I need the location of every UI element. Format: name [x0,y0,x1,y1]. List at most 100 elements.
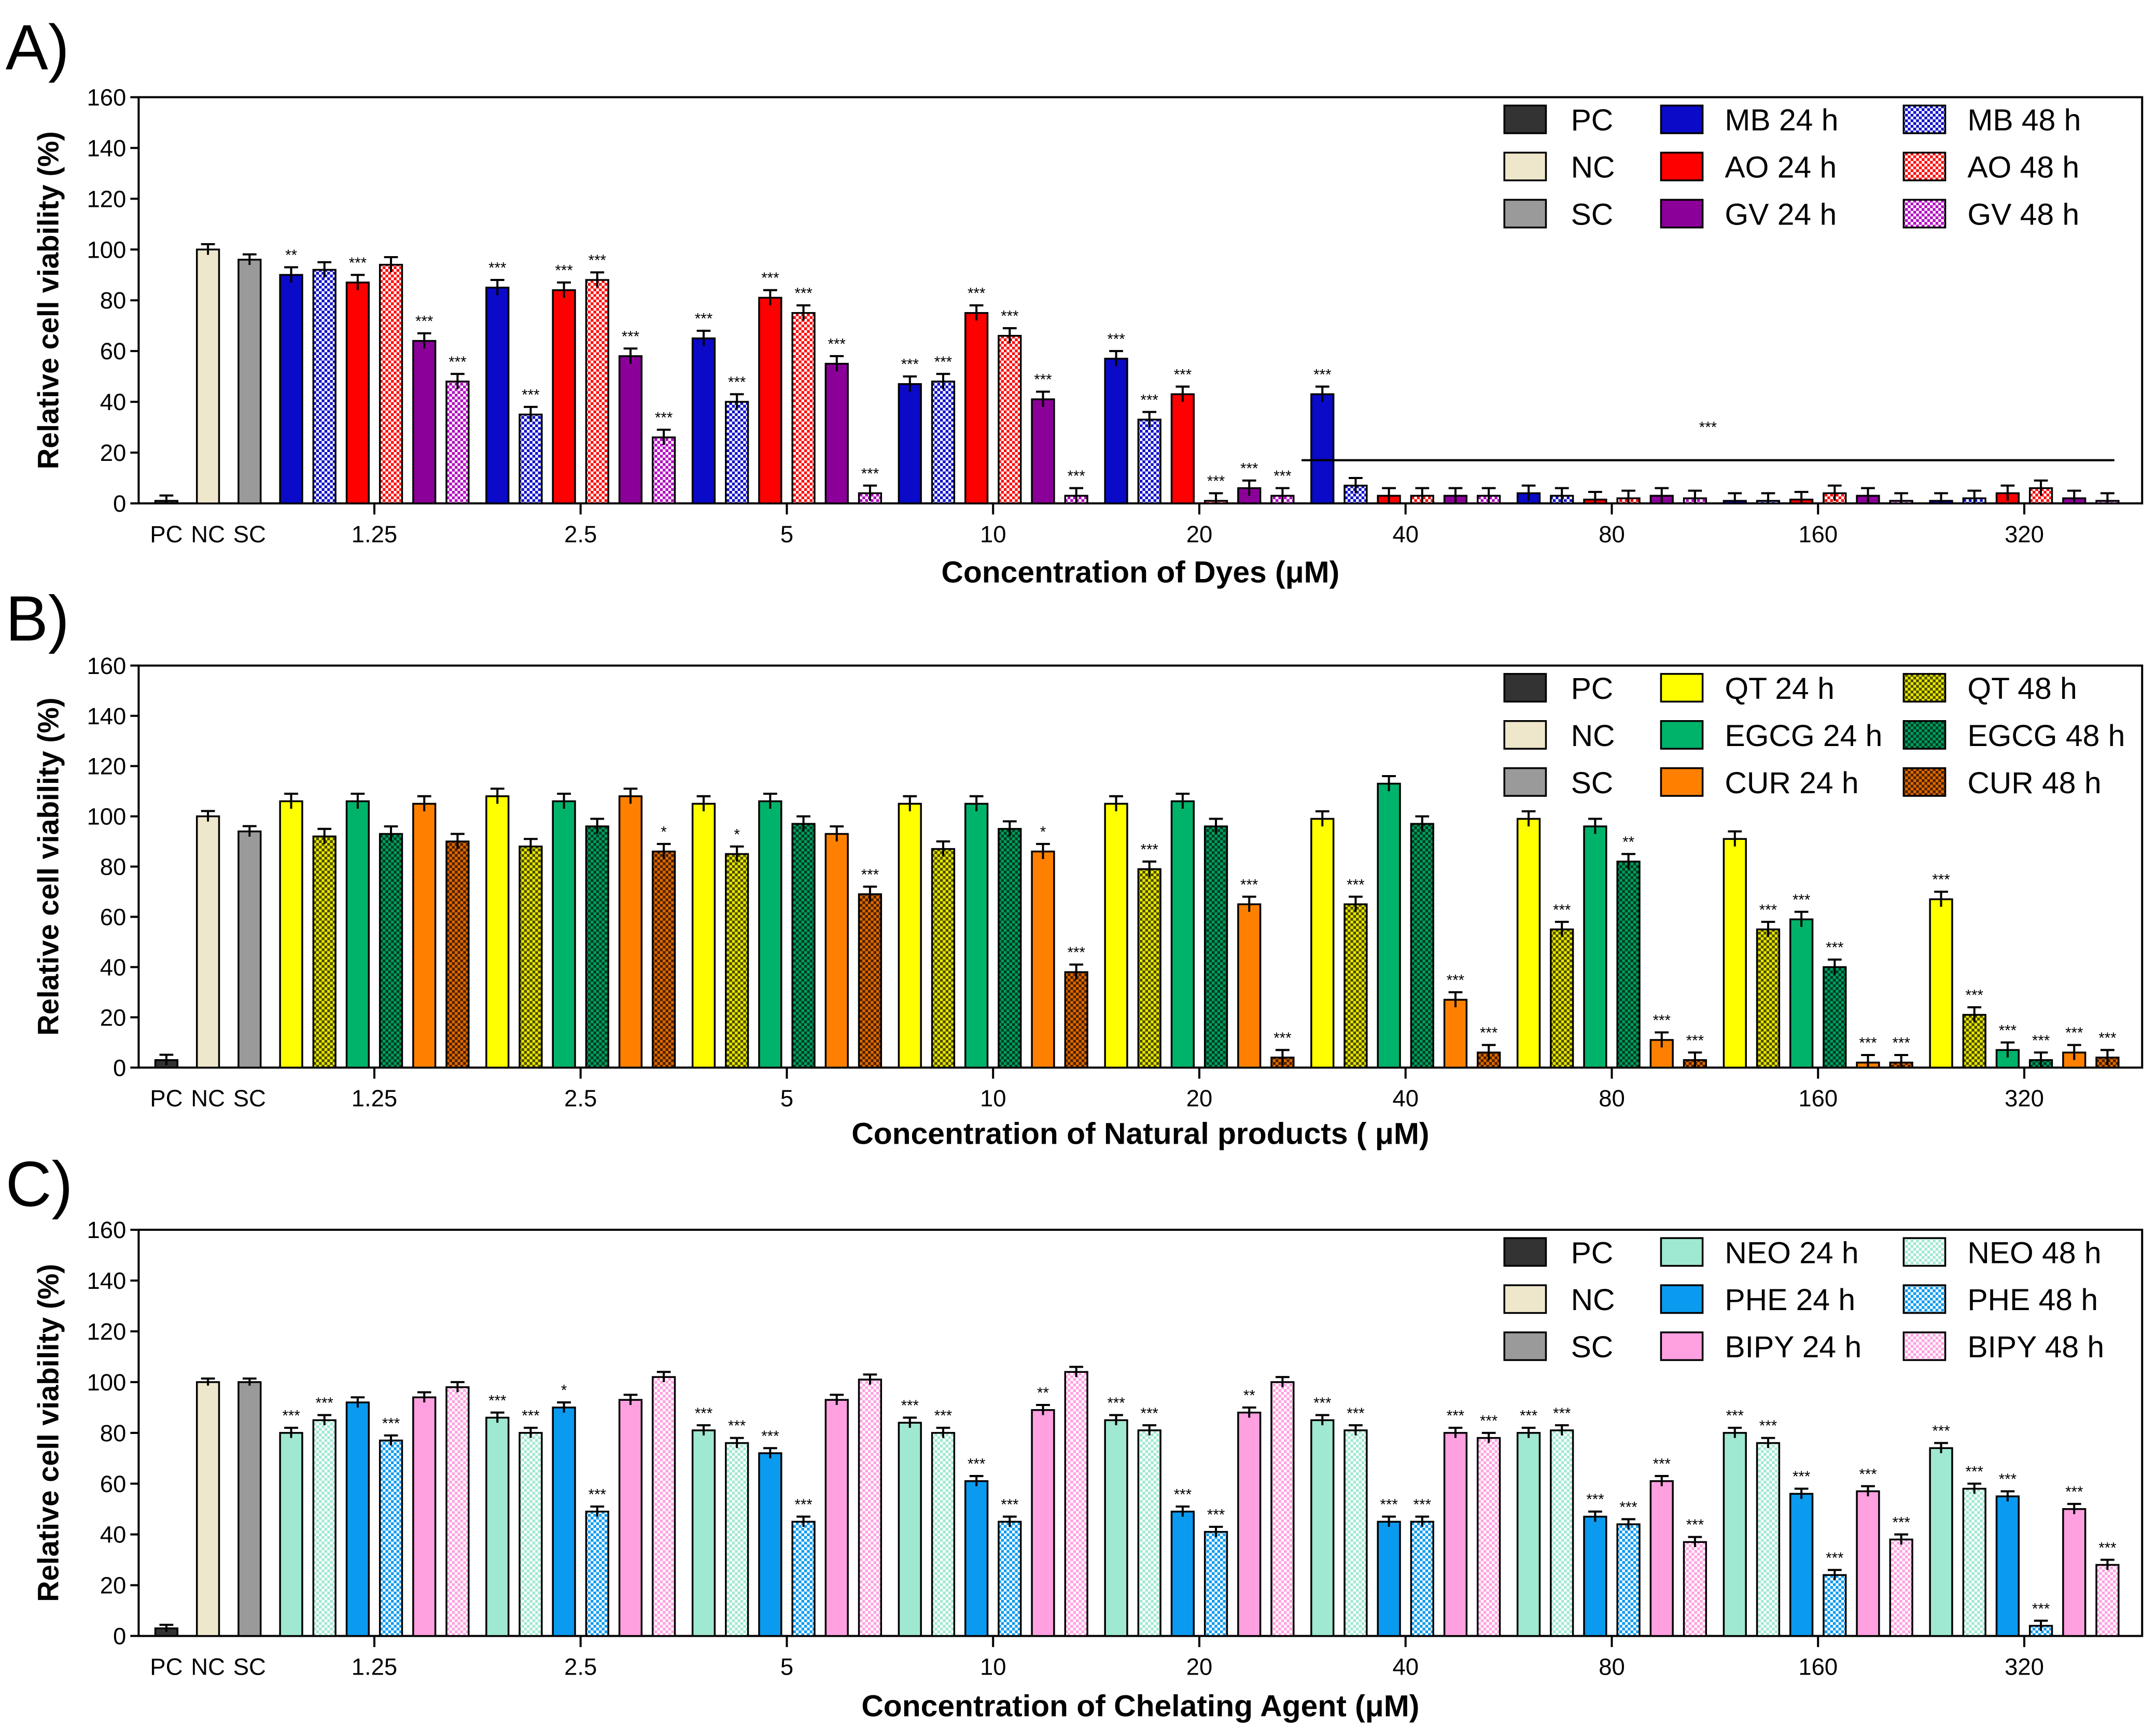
bar-bipy-48-h [858,1379,883,1637]
bar-egcg-24-h [964,803,989,1069]
significance-label: *** [1966,987,1983,1004]
significance-label: *** [1380,1496,1397,1513]
bar-phe-48-h [585,1510,609,1637]
significance-label: *** [1793,891,1810,908]
legend-label: CUR 24 h [1725,766,1858,800]
significance-label: *** [1759,902,1777,919]
significance-label: *** [1932,1423,1950,1440]
x-tick-label: SC [233,521,266,547]
y-tick-label: 100 [87,1369,127,1396]
significance-label: *** [1520,1408,1537,1425]
significance-label: *** [1067,944,1085,961]
legend-label: NC [1571,719,1615,753]
bar-neo-48-h [725,1442,749,1637]
bar-cur-48-h [652,850,676,1069]
x-tick-label: 20 [1186,1085,1213,1112]
legend-swatch [1902,104,1947,134]
y-tick-label: 100 [87,236,127,263]
bar-neo-24-h [1104,1419,1128,1637]
bar-bipy-24-h [1031,1409,1055,1637]
bar-phe-48-h [791,1521,816,1637]
bar-qt-24-h [691,803,716,1069]
bar-neo-48-h [312,1419,337,1637]
bar-bipy-48-h [652,1376,676,1637]
significance-label: *** [1826,939,1843,956]
bar-qt-48-h [931,848,956,1069]
bar-qt-24-h [1104,803,1128,1069]
y-tick-label: 120 [87,753,127,780]
x-tick-label: 5 [780,521,793,547]
bar-qt-48-h [519,846,543,1069]
legend-label: SC [1571,198,1614,231]
x-tick-label: PC [150,1653,183,1680]
significance-label: *** [1826,1550,1843,1567]
bar-egcg-24-h [1789,918,1814,1069]
x-tick-label: PC [150,1085,183,1112]
significance-label: * [561,1382,567,1399]
bar-neo-48-h [931,1432,956,1637]
x-tick-label: 1.25 [352,521,397,547]
x-tick-label: 20 [1186,1653,1213,1680]
bar-egcg-48-h [1203,825,1228,1069]
significance-label: *** [1413,1496,1431,1513]
bar-neo-48-h [1550,1429,1574,1637]
legend-label: QT 24 h [1725,672,1834,706]
panel-a: A) 0 20 40 60 80 100 120 140 160 Relative cell via… [6,12,2144,589]
panel-label: B) [6,584,69,655]
bar-phe-48-h [1823,1574,1847,1637]
significance-label: *** [934,354,952,371]
legend-swatch [1503,673,1547,703]
bar-egcg-48-h [998,828,1022,1069]
significance-label: ** [1622,834,1634,851]
legend-label: AO 24 h [1725,151,1837,185]
bar-phe-24-h [1377,1521,1401,1637]
bar-neo-48-h [519,1432,543,1637]
significance-label: *** [522,386,539,403]
bar-bipy-24-h [1237,1411,1262,1637]
y-tick-label: 60 [100,1471,127,1497]
bar-qt-48-h [312,835,337,1069]
legend-swatch [1503,1284,1547,1314]
significance-label: *** [1892,1514,1910,1531]
significance-label: *** [449,354,466,371]
y-tick-label: 0 [113,490,126,517]
x-tick-label: 80 [1599,1085,1625,1112]
significance-label: *** [1107,331,1125,348]
bar-bipy-24-h [2062,1508,2087,1637]
x-tick-label: 2.5 [564,521,597,547]
significance-label: *** [1001,1496,1018,1513]
y-tick-label: 40 [100,954,127,980]
x-tick-label: 1.25 [352,1085,397,1112]
bar-ao-48-h [379,263,403,504]
y-tick-label: 160 [87,653,127,679]
legend-swatch [1902,199,1947,229]
bar-phe-24-h [1789,1493,1814,1637]
x-tick-label: 10 [980,1085,1006,1112]
bar-egcg-24-h [552,800,576,1069]
bar-bipy-48-h [1683,1541,1707,1637]
bar-phe-48-h [379,1439,403,1637]
x-tick-label: 20 [1186,521,1213,547]
legend-label: PC [1571,1236,1614,1270]
x-tick-label: NC [191,1085,225,1112]
significance-label: *** [1653,1456,1671,1473]
significance-label: * [1040,824,1046,841]
legend-label: CUR 48 h [1967,766,2101,800]
legend-label: PHE 24 h [1725,1283,1855,1317]
bar-egcg-24-h [758,800,782,1069]
significance-label: *** [901,356,919,373]
significance-label: *** [488,1392,506,1409]
bar-neo-24-h [898,1422,922,1637]
bar-mb-24-h [1310,393,1335,504]
y-tick-label: 120 [87,186,127,212]
x-tick-label: 5 [780,1085,793,1112]
y-tick-label: 140 [87,703,127,729]
bar-qt-48-h [1962,1014,1986,1069]
bar-bipy-24-h [824,1399,849,1637]
bar-neo-24-h [1929,1447,1953,1637]
significance-label: *** [695,311,712,328]
legend-swatch [1503,767,1547,797]
significance-label: ** [1037,1385,1049,1402]
bar-gv-24-h [618,355,643,504]
bar-phe-24-h [1583,1515,1607,1637]
